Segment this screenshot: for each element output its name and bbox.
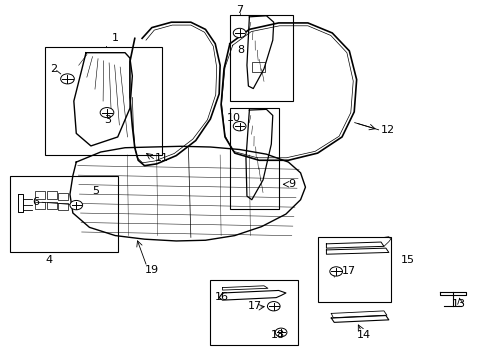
Text: 7: 7	[236, 5, 243, 15]
Text: 10: 10	[227, 113, 241, 123]
Bar	[58, 203, 68, 211]
Bar	[44, 47, 161, 155]
Text: 16: 16	[215, 292, 229, 302]
Circle shape	[100, 108, 114, 118]
Text: 1: 1	[112, 33, 119, 43]
Text: 17: 17	[247, 301, 261, 311]
Text: 13: 13	[451, 299, 465, 309]
Text: 9: 9	[288, 179, 295, 189]
Text: 15: 15	[400, 255, 414, 265]
Bar	[58, 193, 68, 200]
Text: 3: 3	[104, 115, 111, 125]
Bar	[35, 202, 44, 210]
Bar	[317, 237, 390, 302]
Bar	[47, 202, 57, 210]
Text: 18: 18	[270, 330, 284, 340]
Circle shape	[233, 122, 245, 131]
Circle shape	[61, 74, 74, 84]
Text: 2: 2	[50, 64, 57, 74]
Text: 11: 11	[154, 153, 168, 163]
Bar	[229, 108, 278, 209]
Circle shape	[267, 302, 280, 311]
Bar	[251, 62, 265, 72]
Text: 19: 19	[144, 265, 159, 275]
Text: 14: 14	[356, 330, 370, 340]
Bar	[229, 15, 293, 101]
Text: 4: 4	[46, 255, 53, 265]
Text: 6: 6	[33, 197, 40, 207]
Circle shape	[70, 201, 82, 210]
Bar	[35, 192, 44, 199]
Bar	[10, 176, 118, 252]
Circle shape	[275, 328, 286, 337]
Text: 12: 12	[380, 125, 394, 135]
Bar	[210, 280, 298, 345]
Text: 5: 5	[92, 186, 99, 197]
Circle shape	[329, 267, 342, 276]
Bar	[47, 192, 57, 199]
Text: 8: 8	[237, 45, 244, 55]
Text: 17: 17	[341, 266, 355, 276]
Circle shape	[233, 28, 245, 38]
